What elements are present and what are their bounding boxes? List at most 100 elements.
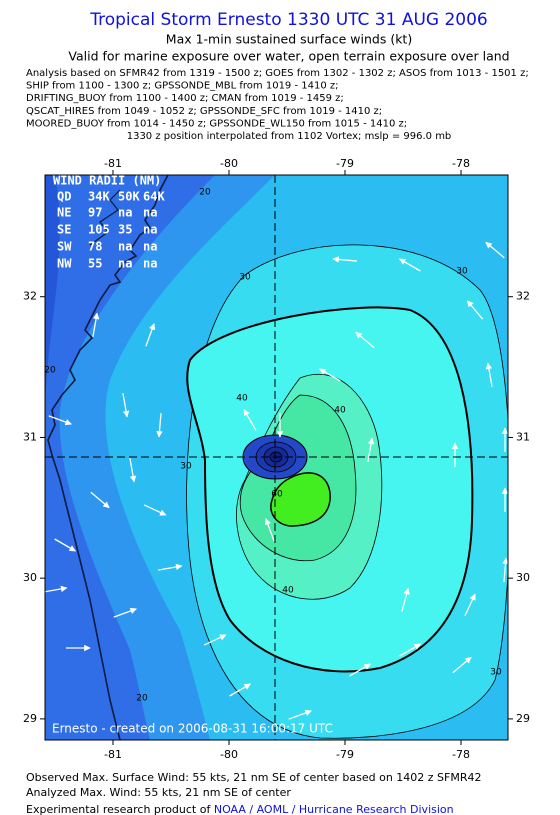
wind-vector — [452, 656, 472, 674]
wind-vector — [243, 409, 257, 431]
wind-vector — [145, 323, 156, 347]
radii-cell: 97 — [88, 206, 102, 220]
lat-label: 29 — [23, 712, 37, 725]
radii-cell: na — [118, 240, 132, 254]
wind-vector — [485, 362, 493, 387]
lat-label: 30 — [23, 571, 37, 584]
credit-link[interactable]: NOAA / AOML / Hurricane Research Divisio… — [214, 803, 454, 815]
wind-vector — [48, 415, 72, 426]
contour-label: 30 — [490, 668, 502, 678]
wind-vector — [399, 258, 421, 272]
radii-column: QD — [57, 190, 71, 204]
contour-label: 40 — [236, 394, 248, 404]
wind-vector — [113, 607, 137, 618]
analysis-line: SHIP from 1100 - 1300 z; GPSSONDE_MBL fr… — [26, 81, 339, 92]
wind-vector — [485, 241, 505, 259]
radii-column: 50K — [118, 190, 140, 204]
lat-label: 29 — [516, 712, 530, 725]
contour-label: 20 — [44, 366, 56, 376]
lon-label: -80 — [220, 748, 238, 761]
lat-label: 30 — [516, 571, 530, 584]
wind-vector — [319, 368, 341, 382]
contour-labels: 20 20 20 30 30 30 30 40 40 40 60 — [44, 188, 502, 704]
analyzed-max: Analyzed Max. Wind: 55 kts, 21 nm SE of … — [26, 786, 291, 799]
wind-vector — [367, 437, 375, 462]
title: Tropical Storm Ernesto 1330 UTC 31 AUG 2… — [89, 10, 488, 30]
wind-field: 20 20 20 30 30 30 30 40 40 40 60 WIND RADII (NM) QD… — [44, 174, 508, 740]
wind-vector — [122, 393, 130, 418]
wind-vector — [90, 491, 110, 509]
radii-cell: na — [118, 206, 132, 220]
credit: Experimental research product of NOAA / … — [26, 803, 454, 815]
coastline — [47, 175, 169, 740]
radii-title: WIND RADII (NM) — [53, 174, 161, 188]
low-wind-area — [45, 175, 60, 740]
lon-label: -79 — [336, 157, 354, 170]
wind-vector — [464, 593, 476, 617]
lon-label: -79 — [336, 748, 354, 761]
wind-vector — [203, 634, 227, 646]
stamp: Ernesto - created on 2006-08-31 16:00:17… — [52, 722, 333, 736]
contour-label: 60 — [271, 490, 283, 500]
contour-label: 40 — [334, 406, 346, 416]
contour-label: 30 — [239, 273, 251, 283]
analysis-line: DRIFTING_BUOY from 1100 - 1400 z; CMAN f… — [26, 93, 344, 104]
coastline — [89, 189, 121, 246]
observed-max: Observed Max. Surface Wind: 55 kts, 21 n… — [26, 771, 482, 784]
lat-label: 32 — [23, 290, 37, 303]
lat-label: 31 — [516, 430, 530, 443]
lon-label: -81 — [104, 157, 122, 170]
radii-column: 34K — [88, 190, 110, 204]
wind-vector — [466, 300, 484, 320]
radii-cell: 105 — [88, 223, 110, 237]
radii-column: 64K — [143, 190, 165, 204]
lon-label: -80 — [220, 157, 238, 170]
lon-label: -78 — [452, 748, 470, 761]
radii-cell: na — [143, 223, 157, 237]
lat-label: 32 — [516, 290, 530, 303]
radii-cell: 55 — [88, 257, 102, 271]
wind-vector — [45, 585, 68, 593]
wind-vector — [349, 663, 371, 677]
lon-label: -81 — [104, 748, 122, 761]
wind-vector — [401, 587, 410, 612]
lat-label: 31 — [23, 430, 37, 443]
analysis-line: Analysis based on SFMR42 from 1319 - 150… — [26, 68, 529, 79]
radii-cell: 35 — [118, 223, 132, 237]
contour-label: 20 — [199, 188, 211, 198]
contour-label: 20 — [136, 694, 148, 704]
wind-vector — [399, 643, 421, 657]
radii-cell: NE — [57, 206, 71, 220]
radii-cell: na — [118, 257, 132, 271]
contour-label: 40 — [282, 586, 294, 596]
position-note: 1330 z position interpolated from 1102 V… — [127, 131, 452, 142]
map-frame — [44, 174, 509, 741]
wind-vector — [143, 504, 167, 516]
analysis-line: QSCAT_HIRES from 1049 - 1052 z; GPSSONDE… — [26, 106, 382, 117]
wind-vector — [92, 312, 100, 337]
wind-vector — [355, 331, 375, 349]
wind-vector — [54, 538, 76, 552]
contour-label: 30 — [456, 267, 468, 277]
wind-vector — [288, 709, 312, 720]
radii-cell: SE — [57, 223, 71, 237]
wind-vector — [264, 518, 275, 542]
radii-cell: na — [143, 257, 157, 271]
wind-vector — [229, 683, 251, 697]
radii-cell: 78 — [88, 240, 102, 254]
wind-vector — [156, 412, 163, 438]
subtitle: Max 1-min sustained surface winds (kt) — [166, 32, 412, 47]
wind-vector — [158, 563, 183, 571]
validity: Valid for marine exposure over water, op… — [68, 49, 509, 64]
radii-cell: SW — [57, 240, 72, 254]
wind-vector — [502, 557, 508, 583]
wind-vector — [129, 458, 137, 483]
radii-cell: na — [143, 206, 157, 220]
analysis-line: MOORED_BUOY from 1014 - 1450 z; GPSSONDE… — [26, 118, 407, 129]
radii-cell: NW — [57, 257, 72, 271]
lon-label: -78 — [452, 157, 470, 170]
contour-label: 30 — [180, 462, 192, 472]
analysis-lines: Analysis based on SFMR42 from 1319 - 150… — [26, 68, 529, 129]
